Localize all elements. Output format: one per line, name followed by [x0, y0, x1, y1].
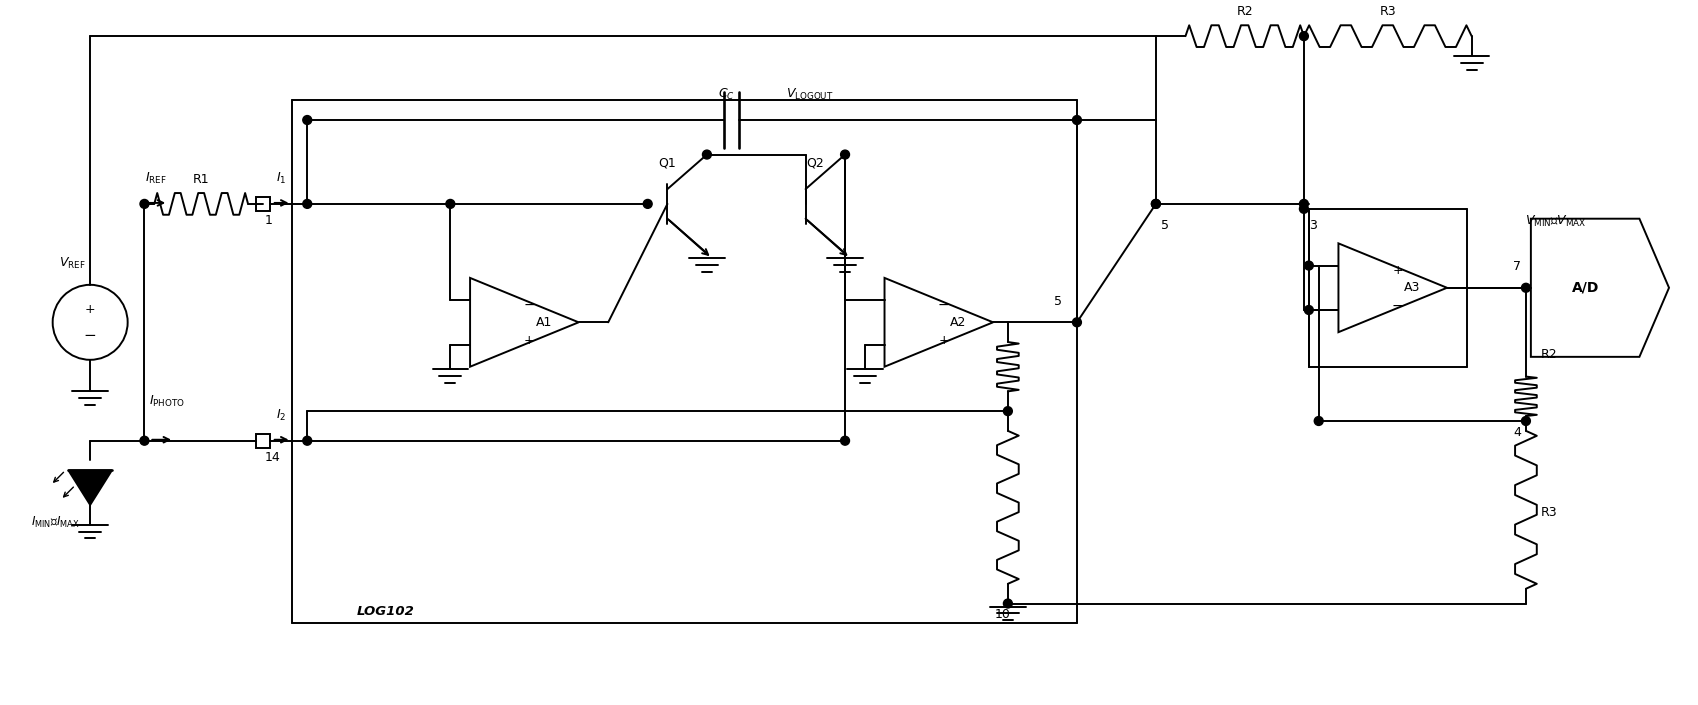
Text: $I_{\rm PHOTO}$: $I_{\rm PHOTO}$ — [149, 393, 185, 409]
Text: $I_2$: $I_2$ — [277, 408, 287, 423]
Text: R3: R3 — [1540, 505, 1557, 519]
Circle shape — [1004, 599, 1012, 608]
Circle shape — [1299, 204, 1309, 214]
Circle shape — [1304, 261, 1313, 270]
Text: $I_{\rm MIN}$至$I_{\rm MAX}$: $I_{\rm MIN}$至$I_{\rm MAX}$ — [31, 515, 80, 530]
Text: $V_{\rm REF}$: $V_{\rm REF}$ — [58, 255, 85, 271]
Text: Q1: Q1 — [659, 157, 676, 169]
Text: 14: 14 — [265, 450, 280, 464]
Text: $I_1$: $I_1$ — [277, 171, 287, 186]
Polygon shape — [68, 470, 112, 505]
Circle shape — [302, 116, 312, 125]
Text: −: − — [523, 298, 535, 312]
Circle shape — [1521, 417, 1530, 425]
Circle shape — [1299, 200, 1309, 209]
Circle shape — [1151, 200, 1160, 209]
Bar — [256, 434, 270, 448]
Circle shape — [1151, 200, 1160, 209]
Text: −: − — [937, 298, 949, 312]
Text: 1: 1 — [265, 214, 273, 227]
Text: A1: A1 — [537, 316, 552, 329]
Text: A2: A2 — [951, 316, 966, 329]
Text: 10: 10 — [995, 608, 1010, 622]
Circle shape — [1521, 283, 1530, 292]
Circle shape — [1073, 116, 1082, 125]
Circle shape — [1004, 407, 1012, 415]
Text: +: + — [525, 333, 535, 347]
Text: 7: 7 — [1513, 260, 1521, 273]
Text: −: − — [83, 328, 97, 343]
Text: R2: R2 — [1236, 6, 1253, 18]
Text: R3: R3 — [1379, 6, 1396, 18]
Circle shape — [302, 436, 312, 445]
Circle shape — [644, 200, 652, 209]
Text: +: + — [85, 303, 95, 316]
Text: $V_{\rm MIN}$至$V_{\rm MAX}$: $V_{\rm MIN}$至$V_{\rm MAX}$ — [1525, 214, 1586, 229]
Circle shape — [841, 150, 849, 159]
Text: $C_C$: $C_C$ — [718, 87, 735, 102]
Text: A/D: A/D — [1571, 281, 1600, 295]
Circle shape — [1299, 32, 1309, 41]
Text: −: − — [1392, 298, 1404, 312]
Circle shape — [302, 200, 312, 209]
Text: Q2: Q2 — [807, 157, 824, 169]
Text: +: + — [1392, 264, 1403, 276]
Circle shape — [1073, 318, 1082, 326]
Circle shape — [139, 436, 149, 445]
Text: 4: 4 — [1513, 426, 1521, 439]
Circle shape — [1314, 417, 1323, 425]
Text: 5: 5 — [1054, 295, 1063, 307]
Text: $V_{\rm LOGOUT}$: $V_{\rm LOGOUT}$ — [786, 87, 834, 102]
Circle shape — [1304, 305, 1313, 314]
Bar — [256, 197, 270, 211]
Circle shape — [703, 150, 711, 159]
Text: LOG102: LOG102 — [357, 606, 414, 618]
Text: A3: A3 — [1404, 281, 1421, 294]
Text: 3: 3 — [1309, 219, 1316, 232]
Circle shape — [139, 200, 149, 209]
Text: 5: 5 — [1161, 219, 1168, 232]
Circle shape — [841, 436, 849, 445]
Text: $I_{\rm REF}$: $I_{\rm REF}$ — [146, 171, 166, 186]
Text: +: + — [939, 333, 949, 347]
Circle shape — [447, 200, 455, 209]
Text: R1: R1 — [194, 173, 209, 186]
Text: R2: R2 — [1540, 348, 1557, 361]
